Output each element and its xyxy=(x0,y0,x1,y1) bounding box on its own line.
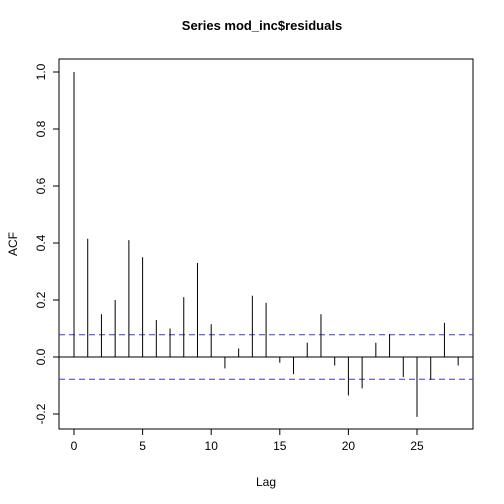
acf-spikes xyxy=(73,72,459,417)
y-tick-label: 0.8 xyxy=(34,120,48,137)
y-tick-label: 1.0 xyxy=(34,63,48,80)
y-tick-label: 0.0 xyxy=(34,348,48,365)
x-tick-label: 5 xyxy=(139,439,146,453)
y-tick-label: -0.2 xyxy=(34,403,48,424)
y-axis-label: ACF xyxy=(6,232,20,256)
y-axis: -0.2 0.0 0.2 0.4 0.6 0.8 1.0 xyxy=(34,63,60,424)
chart-title: Series mod_inc$residuals xyxy=(182,18,342,33)
y-tick-label: 0.6 xyxy=(34,177,48,194)
x-axis: 0 5 10 15 20 25 xyxy=(71,428,424,453)
y-tick-label: 0.4 xyxy=(34,234,48,251)
y-tick-label: 0.2 xyxy=(34,291,48,308)
x-tick-label: 15 xyxy=(273,439,287,453)
plot-frame xyxy=(58,58,474,430)
x-tick-label: 25 xyxy=(410,439,424,453)
x-tick-label: 20 xyxy=(342,439,356,453)
x-tick-label: 0 xyxy=(71,439,78,453)
x-axis-label: Lag xyxy=(256,475,276,489)
x-tick-label: 10 xyxy=(205,439,219,453)
confidence-bounds xyxy=(59,334,473,380)
